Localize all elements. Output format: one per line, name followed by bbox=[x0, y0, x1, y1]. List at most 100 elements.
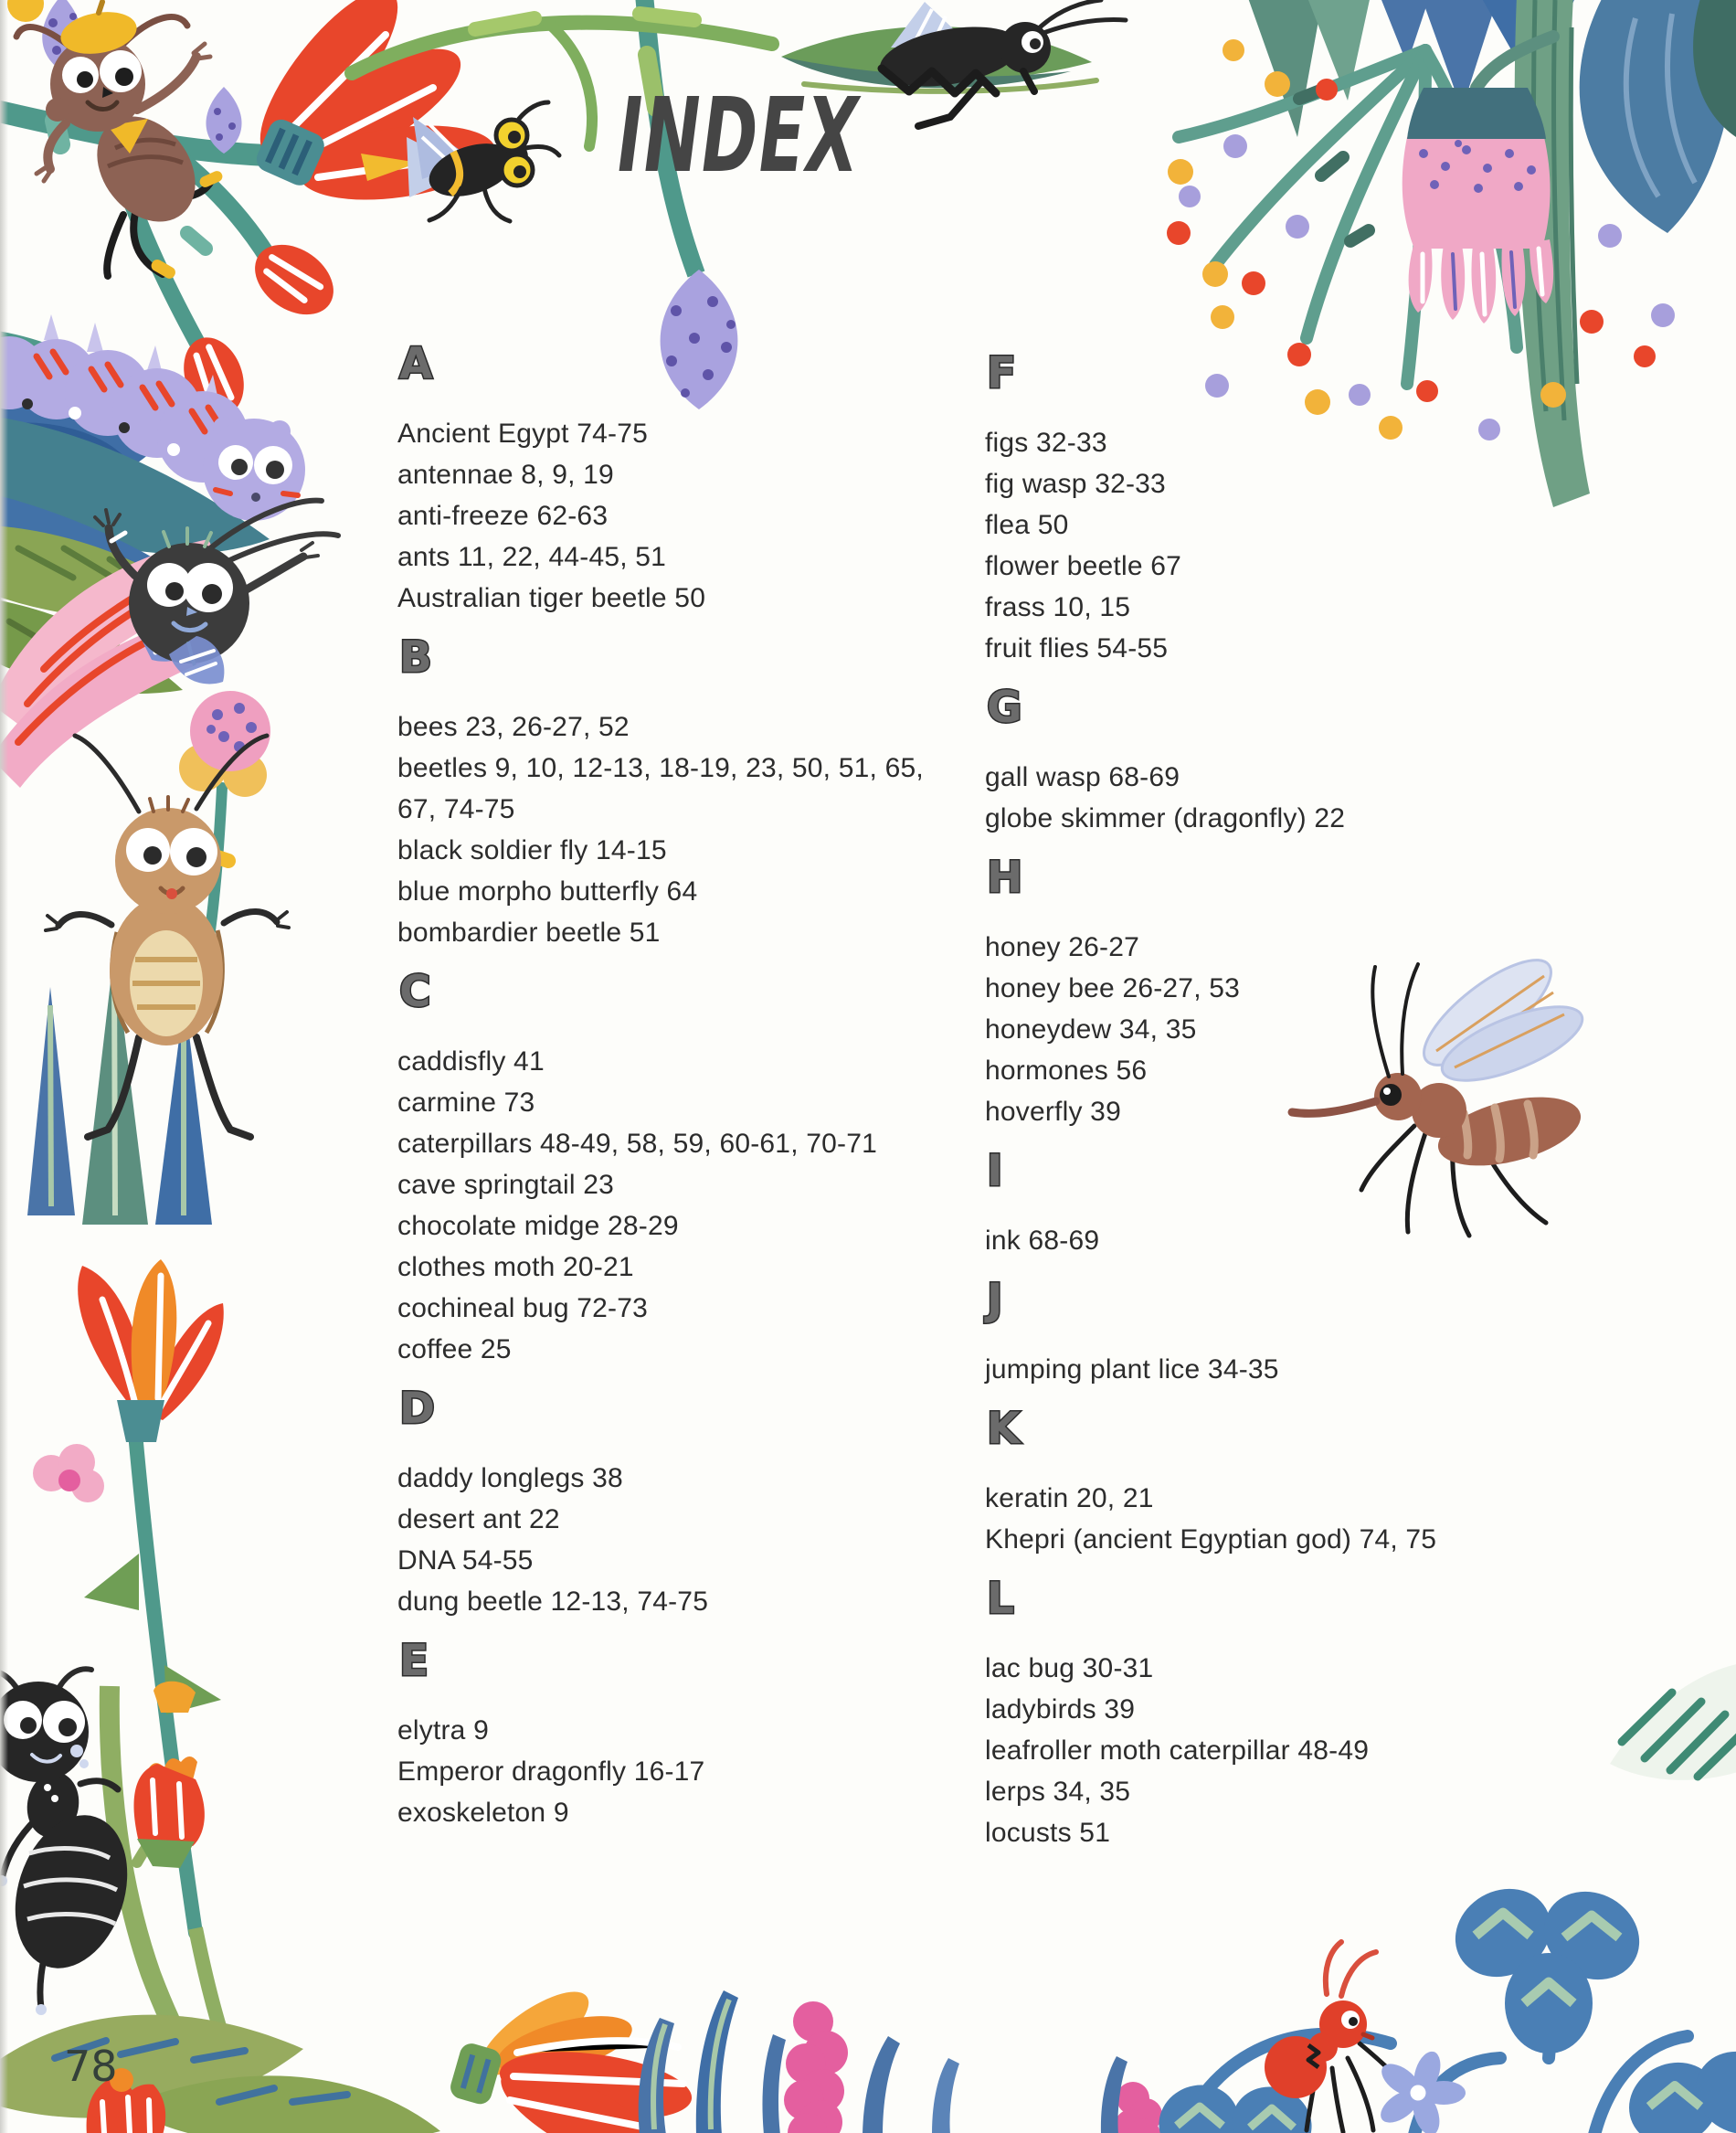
index-entry: locusts 51 bbox=[985, 1818, 1111, 1848]
top-left-flora-illustration bbox=[0, 0, 779, 489]
index-entry: honey 26-27 bbox=[985, 932, 1140, 962]
index-column-right: F figs 32-33 fig wasp 32-33 flea 50 flower … bbox=[985, 347, 1515, 1853]
index-entry: honey bee 26-27, 53 bbox=[985, 973, 1241, 1003]
index-entry: fruit flies 54-55 bbox=[985, 633, 1169, 663]
index-section: E elytra 9 Emperor dragonfly 16-17 exoskel… bbox=[397, 1635, 927, 1833]
top-right-flora-illustration bbox=[1167, 0, 1736, 507]
index-entry: DNA 54-55 bbox=[397, 1545, 534, 1576]
index-entry: honeydew 34, 35 bbox=[985, 1014, 1197, 1045]
section-entries: figs 32-33 fig wasp 32-33 flea 50 flower be… bbox=[985, 422, 1515, 669]
section-letter: G bbox=[986, 682, 1024, 735]
index-entry: coffee 25 bbox=[397, 1334, 512, 1364]
index-entry: desert ant 22 bbox=[397, 1504, 560, 1534]
section-letter: I bbox=[986, 1145, 1005, 1198]
index-section: K keratin 20, 21 Khepri (ancient Egyptian… bbox=[985, 1403, 1515, 1560]
index-entry: flea 50 bbox=[985, 510, 1069, 540]
bottom-left-foliage-illustration bbox=[0, 1681, 440, 2133]
black-fly-yellow-goggles-illustration bbox=[407, 100, 562, 224]
purple-caterpillar-illustration bbox=[0, 314, 305, 588]
index-entry: beetles 9, 10, 12-13, 18-19, 23, 50, 51,… bbox=[397, 753, 924, 783]
index-entry: leafroller moth caterpillar 48-49 bbox=[985, 1735, 1370, 1766]
index-entry: Khepri (ancient Egyptian god) 74, 75 bbox=[985, 1524, 1437, 1555]
index-entry: clothes moth 20-21 bbox=[397, 1252, 634, 1282]
index-entry: ants 11, 22, 44-45, 51 bbox=[397, 542, 667, 572]
index-section: L lac bug 30-31 ladybirds 39 leafroller mo… bbox=[985, 1573, 1515, 1853]
index-entry: Australian tiger beetle 50 bbox=[397, 583, 706, 613]
section-letter: B bbox=[398, 631, 434, 684]
section-letter: C bbox=[398, 966, 433, 1019]
index-entry: globe skimmer (dragonfly) 22 bbox=[985, 803, 1346, 833]
index-entry: bombardier beetle 51 bbox=[397, 918, 661, 948]
index-section: B bees 23, 26-27, 52 beetles 9, 10, 12-13… bbox=[397, 631, 927, 953]
orange-tulip-illustration bbox=[133, 1756, 205, 1868]
brown-ant-with-beret-illustration bbox=[13, 0, 223, 280]
index-entry: ink 68-69 bbox=[985, 1226, 1100, 1256]
index-entry: caddisfly 41 bbox=[397, 1046, 545, 1077]
section-letter: H bbox=[986, 852, 1024, 905]
index-entry: bees 23, 26-27, 52 bbox=[397, 712, 630, 742]
section-entries: lac bug 30-31 ladybirds 39 leafroller moth… bbox=[985, 1648, 1515, 1853]
bottom-center-flora-illustration bbox=[450, 1990, 1162, 2133]
pink-flower-spike bbox=[784, 2001, 848, 2133]
section-letter: A bbox=[398, 338, 434, 391]
index-entry: hoverfly 39 bbox=[985, 1097, 1121, 1127]
index-entry: blue morpho butterfly 64 bbox=[397, 876, 698, 907]
section-entries: honey 26-27 honey bee 26-27, 53 honeydew 3… bbox=[985, 927, 1515, 1132]
section-entries: caddisfly 41 carmine 73 caterpillars 48-49… bbox=[397, 1041, 927, 1370]
section-entries: jumping plant lice 34-35 bbox=[985, 1349, 1515, 1390]
striped-leaf-fragment-illustration bbox=[1610, 1664, 1736, 1781]
section-entries: ink 68-69 bbox=[985, 1220, 1515, 1261]
section-entries: keratin 20, 21 Khepri (ancient Egyptian g… bbox=[985, 1478, 1515, 1560]
index-section: C caddisfly 41 carmine 73 caterpillars 48-… bbox=[397, 966, 927, 1370]
left-grass-illustration bbox=[27, 950, 212, 1225]
index-entry: dung beetle 12-13, 74-75 bbox=[397, 1586, 709, 1617]
index-entry: frass 10, 15 bbox=[985, 592, 1131, 622]
cricket-on-leaf-illustration bbox=[781, 0, 1128, 130]
index-entry: ladybirds 39 bbox=[985, 1694, 1136, 1724]
index-entry: fig wasp 32-33 bbox=[985, 469, 1166, 499]
section-entries: Ancient Egypt 74-75 antennae 8, 9, 19 anti… bbox=[397, 413, 927, 619]
index-section: F figs 32-33 fig wasp 32-33 flea 50 flower … bbox=[985, 347, 1515, 669]
index-entry: jumping plant lice 34-35 bbox=[985, 1354, 1279, 1385]
index-entry: caterpillars 48-49, 58, 59, 60-61, 70-71 bbox=[397, 1129, 877, 1159]
pink-coneflower-illustration bbox=[1402, 30, 1560, 324]
index-section: H honey 26-27 honey bee 26-27, 53 honeydew… bbox=[985, 852, 1515, 1132]
index-entry: gall wasp 68-69 bbox=[985, 762, 1180, 792]
section-letter: D bbox=[398, 1383, 437, 1436]
section-entries: elytra 9 Emperor dragonfly 16-17 exoskelet… bbox=[397, 1710, 927, 1833]
index-entry: cochineal bug 72-73 bbox=[397, 1293, 649, 1323]
index-entry: exoskeleton 9 bbox=[397, 1798, 569, 1828]
section-entries: daddy longlegs 38 desert ant 22 DNA 54-55 d… bbox=[397, 1458, 927, 1622]
index-entry: Ancient Egypt 74-75 bbox=[397, 419, 648, 449]
section-letter: J bbox=[986, 1274, 1005, 1327]
page-title: INDEX bbox=[618, 77, 860, 196]
index-entry: Emperor dragonfly 16-17 bbox=[397, 1756, 705, 1787]
black-bug-pink-flower-illustration bbox=[0, 497, 341, 788]
index-entry: daddy longlegs 38 bbox=[397, 1463, 623, 1493]
section-letter: K bbox=[986, 1403, 1021, 1456]
section-entries: gall wasp 68-69 globe skimmer (dragonfly)… bbox=[985, 757, 1515, 839]
index-entry: anti-freeze 62-63 bbox=[397, 501, 609, 531]
page-number: 78 bbox=[64, 2042, 118, 2091]
red-ant-illustration bbox=[1265, 1939, 1400, 2133]
index-entry: chocolate midge 28-29 bbox=[397, 1211, 679, 1241]
index-entry: keratin 20, 21 bbox=[985, 1483, 1154, 1513]
index-entry: cave springtail 23 bbox=[397, 1170, 615, 1200]
index-entry: lac bug 30-31 bbox=[985, 1653, 1154, 1683]
section-entries: bees 23, 26-27, 52 beetles 9, 10, 12-13, … bbox=[397, 706, 927, 953]
index-section: D daddy longlegs 38 desert ant 22 DNA 54-5… bbox=[397, 1383, 927, 1622]
clover-red-ant-illustration bbox=[1159, 1888, 1736, 2133]
index-entry: carmine 73 bbox=[397, 1088, 535, 1118]
section-letter: F bbox=[986, 347, 1018, 400]
tan-cricket-illustration bbox=[44, 733, 291, 1141]
index-section: G gall wasp 68-69 globe skimmer (dragonfl… bbox=[985, 682, 1515, 839]
pinwheel-flower-illustration bbox=[1381, 2051, 1466, 2133]
index-section: J jumping plant lice 34-35 bbox=[985, 1274, 1515, 1390]
index-entry: flower beetle 67 bbox=[985, 551, 1182, 581]
index-entry: black soldier fly 14-15 bbox=[397, 835, 667, 865]
index-entry: 67, 74-75 bbox=[397, 794, 515, 824]
index-entry: figs 32-33 bbox=[985, 428, 1107, 458]
index-entry: elytra 9 bbox=[397, 1715, 489, 1746]
